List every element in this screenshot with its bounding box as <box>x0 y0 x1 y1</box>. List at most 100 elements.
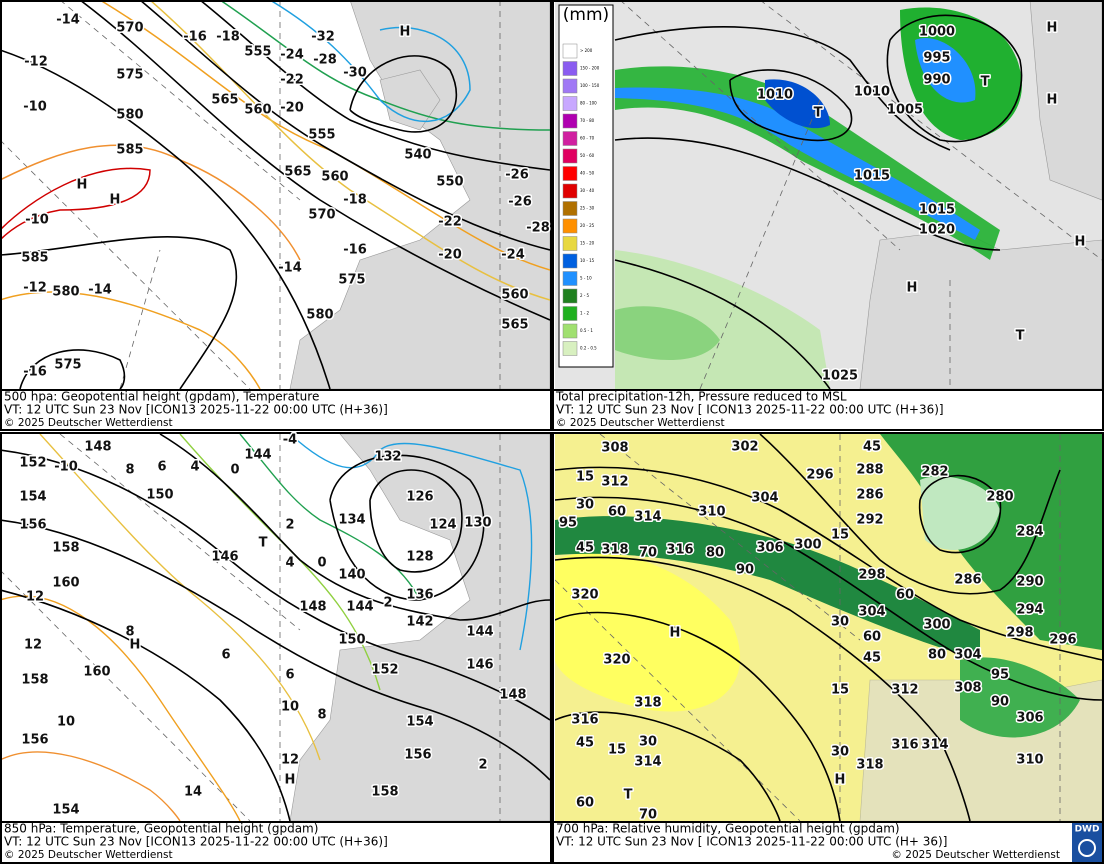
contour-label: 2 <box>478 758 487 773</box>
contour-label: 10 <box>57 715 75 730</box>
contour-label: 14 <box>184 785 202 800</box>
legend-swatch <box>562 288 578 304</box>
contour-label: 540 <box>404 148 431 163</box>
logo-text: DWD <box>1075 825 1100 835</box>
contour-label: 995 <box>923 51 950 66</box>
contour-label: H <box>835 773 846 788</box>
map-precipitation: (mm) > 200 150 - 200 100 - 150 80 - 100 70 -… <box>555 2 1102 389</box>
contour-label: 0 <box>317 556 326 571</box>
contour-label: 70 <box>639 546 657 561</box>
contour-label: 570 <box>308 208 335 223</box>
contour-label: H <box>1047 21 1058 36</box>
contour-label: 12 <box>24 638 42 653</box>
contour-label: 302 <box>731 440 758 455</box>
contour-label: 45 <box>576 736 594 751</box>
contour-label: 320 <box>571 588 598 603</box>
legend-swatch <box>562 271 578 286</box>
contour-label: 126 <box>406 490 433 505</box>
contour-label: 316 <box>891 738 918 753</box>
contour-label: 1010 <box>854 85 890 100</box>
contour-label: 12 <box>26 590 44 605</box>
contour-label: 60 <box>896 588 914 603</box>
contour-label: T <box>814 106 823 121</box>
contour-label: 290 <box>1016 575 1043 590</box>
contour-label: 296 <box>1049 633 1076 648</box>
contour-label: 6 <box>285 668 294 683</box>
contour-label: 1005 <box>887 103 923 118</box>
contour-label: 154 <box>52 803 79 818</box>
contour-label: -10 <box>23 100 47 115</box>
contour-label: 15 <box>608 743 626 758</box>
contour-label: 140 <box>338 568 365 583</box>
contour-label: 152 <box>19 456 46 471</box>
contour-label: 286 <box>856 488 883 503</box>
contour-label: -26 <box>508 195 532 210</box>
contour-label: 12 <box>281 753 299 768</box>
contour-label: 282 <box>921 465 948 480</box>
contour-label: -28 <box>313 53 337 68</box>
contour-label: 144 <box>244 448 271 463</box>
legend-swatch <box>562 113 578 129</box>
contour-label: 80 <box>928 648 946 663</box>
legend-label: 40 - 50 <box>580 171 595 176</box>
caption-vt: VT: 12 UTC Sun 23 Nov [ ICON13 2025-11-2… <box>556 835 947 849</box>
contour-label: 308 <box>601 441 628 456</box>
contour-label: -14 <box>56 13 80 28</box>
contour-label: 148 <box>84 440 111 455</box>
contour-label: 306 <box>756 541 783 556</box>
contour-label: 152 <box>371 663 398 678</box>
legend-swatch <box>562 236 578 251</box>
contour-label: 144 <box>466 625 493 640</box>
contour-label: 294 <box>1016 603 1043 618</box>
contour-label: 304 <box>751 491 778 506</box>
contour-label: 300 <box>923 618 950 633</box>
contour-label: 130 <box>464 516 491 531</box>
contour-label: 4 <box>285 556 294 571</box>
caption-vt: VT: 12 UTC Sun 23 Nov [ICON13 2025-11-22… <box>4 403 388 417</box>
contour-label: 298 <box>858 568 885 583</box>
contour-label: 134 <box>338 513 365 528</box>
contour-label: 70 <box>639 808 657 823</box>
contour-label: 304 <box>858 605 885 620</box>
contour-label: 1025 <box>822 369 858 384</box>
contour-label: -10 <box>25 213 49 228</box>
contour-label: 90 <box>991 695 1009 710</box>
contour-label: 128 <box>406 550 433 565</box>
legend-swatch <box>562 306 578 321</box>
contour-label: 316 <box>666 543 693 558</box>
contour-label: 2 <box>383 596 392 611</box>
legend-label: 150 - 200 <box>580 66 600 71</box>
contour-label: 8 <box>125 625 134 640</box>
contour-label: 990 <box>923 73 950 88</box>
legend-label: 15 - 20 <box>580 241 595 246</box>
contour-label: -18 <box>216 30 240 45</box>
contour-label: 15 <box>576 470 594 485</box>
legend-label: 80 - 100 <box>580 101 597 106</box>
contour-label: 310 <box>1016 753 1043 768</box>
contour-label: -22 <box>438 215 462 230</box>
legend-label: 70 - 80 <box>580 118 595 123</box>
contour-label: 158 <box>52 541 79 556</box>
contour-label: -32 <box>311 30 335 45</box>
contour-label: 146 <box>211 550 238 565</box>
contour-label: 124 <box>429 518 456 533</box>
contour-label: 0 <box>230 463 239 478</box>
legend-swatch <box>562 323 578 339</box>
contour-label: 158 <box>371 785 398 800</box>
contour-label: 306 <box>1016 711 1043 726</box>
contour-label: 156 <box>404 748 431 763</box>
contour-label: 148 <box>499 688 526 703</box>
contour-label: H <box>400 25 411 40</box>
contour-label: 156 <box>21 733 48 748</box>
contour-label: 565 <box>211 93 238 108</box>
contour-label: 8 <box>125 463 134 478</box>
contour-label: -16 <box>343 243 367 258</box>
contour-label: 154 <box>406 715 433 730</box>
contour-label: 286 <box>954 573 981 588</box>
contour-label: 565 <box>501 318 528 333</box>
caption-vt: VT: 12 UTC Sun 23 Nov [ICON13 2025-11-22… <box>4 835 388 849</box>
contour-label: T <box>1016 329 1025 344</box>
caption-title: 700 hPa: Relative humidity, Geopotential… <box>556 822 900 836</box>
legend-label: 100 - 150 <box>580 83 600 88</box>
